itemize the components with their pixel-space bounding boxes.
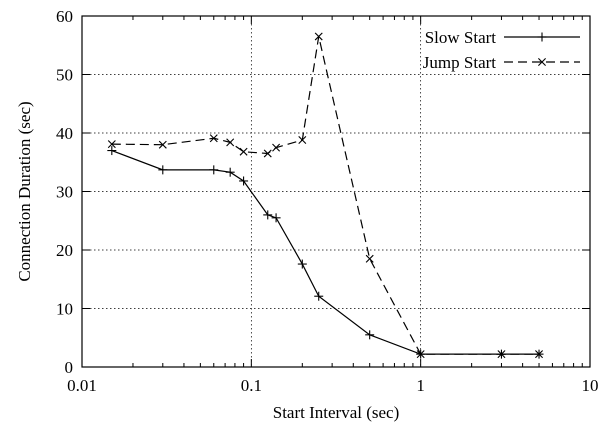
- data-point: [272, 143, 281, 152]
- series-jump-start: [107, 32, 544, 359]
- x-axis-title: Start Interval (sec): [273, 403, 400, 422]
- y-tick-label: 40: [56, 124, 73, 143]
- data-point: [535, 350, 544, 359]
- data-point: [225, 167, 235, 177]
- data-point: [263, 210, 273, 220]
- data-point: [158, 165, 168, 175]
- y-tick-label: 0: [65, 358, 74, 377]
- data-point: [497, 350, 506, 359]
- legend-marker: [538, 58, 546, 66]
- data-point: [209, 165, 219, 175]
- y-tick-label: 20: [56, 241, 73, 260]
- x-tick-label: 0.1: [241, 376, 262, 395]
- legend-label: Slow Start: [425, 28, 497, 47]
- data-point: [107, 140, 116, 149]
- grid: [82, 16, 590, 367]
- data-point: [209, 134, 218, 143]
- data-point: [365, 254, 374, 263]
- data-point: [226, 138, 235, 147]
- x-tick-label: 0.01: [67, 376, 97, 395]
- y-tick-label: 10: [56, 300, 73, 319]
- data-point: [365, 330, 375, 340]
- legend-label: Jump Start: [423, 53, 496, 72]
- x-tick-label: 10: [582, 376, 599, 395]
- data-point: [239, 147, 248, 156]
- y-tick-label: 30: [56, 183, 73, 202]
- data-point: [107, 146, 117, 156]
- data-point: [314, 291, 324, 301]
- y-tick-label: 50: [56, 66, 73, 85]
- series-layer: [107, 32, 544, 359]
- legend: Slow Start Jump Start: [423, 28, 580, 72]
- series-line: [111, 36, 540, 355]
- series-line: [111, 149, 540, 355]
- data-point: [239, 176, 249, 186]
- data-point: [271, 213, 281, 223]
- data-point: [297, 259, 307, 269]
- data-point: [298, 136, 307, 145]
- y-tick-label: 60: [56, 7, 73, 26]
- legend-item: Slow Start: [425, 28, 580, 47]
- data-point: [314, 32, 323, 41]
- legend-item: Jump Start: [423, 53, 580, 72]
- legend-marker: [537, 32, 547, 42]
- data-point: [416, 350, 425, 359]
- data-point: [158, 140, 167, 149]
- y-axis-title: Connection Duration (sec): [15, 101, 34, 281]
- data-point: [263, 149, 272, 158]
- x-tick-label: 1: [416, 376, 425, 395]
- axis-ticks: 0.01 0.1 1 10 0 10 20 30 40 50 60: [56, 7, 599, 395]
- series-slow-start: [107, 146, 544, 359]
